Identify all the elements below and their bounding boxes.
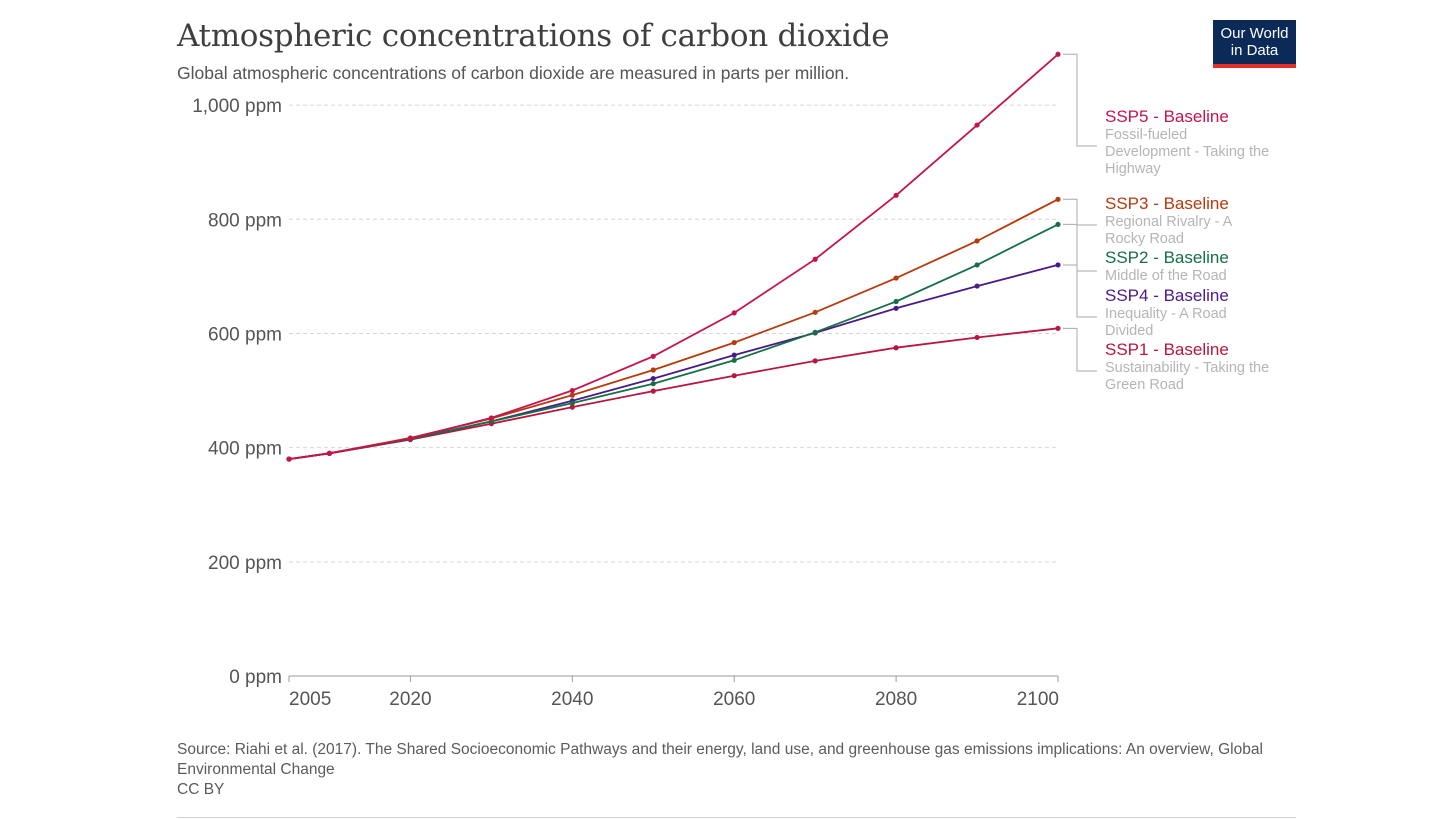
grid-lines <box>289 104 1058 563</box>
data-point-ssp2 <box>974 262 980 268</box>
legend-label-ssp2: SSP2 - Baseline <box>1105 248 1229 267</box>
data-point-ssp5 <box>812 256 818 262</box>
y-tick-label: 200 ppm <box>208 553 282 574</box>
x-tick-label: 2080 <box>875 689 917 710</box>
chart-title: Atmospheric concentrations of carbon dio… <box>177 18 890 54</box>
legend-description-ssp3: Regional Rivalry - A Rocky Road <box>1105 214 1233 247</box>
data-point-ssp5 <box>569 387 575 394</box>
data-point-ssp1 <box>893 345 899 351</box>
data-point-ssp5 <box>1055 51 1061 57</box>
data-point-ssp5 <box>974 122 980 128</box>
data-point-ssp5 <box>731 310 737 316</box>
y-tick-label: 400 ppm <box>208 439 282 460</box>
data-point-ssp2 <box>1055 221 1061 228</box>
x-axis: 2005 2020 2040 2060 2080 2100 <box>288 675 1059 710</box>
data-point-ssp2 <box>731 357 737 363</box>
data-point-ssp3 <box>1055 196 1061 202</box>
legend-connector-ssp5 <box>1063 53 1097 147</box>
y-tick-label: 600 ppm <box>208 324 282 345</box>
footer: Source: Riahi et al. (2017). The Shared … <box>177 740 1287 800</box>
legend-label-ssp3: SSP3 - Baseline <box>1105 194 1229 213</box>
legend-connector-ssp2 <box>1063 223 1097 272</box>
data-point-ssp1 <box>650 388 656 394</box>
legend-description-ssp5: Fossil-fueled Development - Taking the Hig… <box>1105 127 1269 177</box>
y-tick-label: 1,000 ppm <box>192 96 282 117</box>
legend-connector-ssp3 <box>1063 198 1097 226</box>
data-point-ssp4 <box>731 352 737 358</box>
data-point-ssp1 <box>812 358 818 364</box>
x-tick-label: 2100 <box>1017 689 1059 710</box>
data-point-ssp5 <box>326 450 333 456</box>
data-point-ssp3 <box>731 339 737 346</box>
y-axis-tick-labels: 0 ppm 200 ppm 400 ppm 600 ppm 800 ppm 1,000 p… <box>192 96 282 688</box>
owid-logo[interactable]: Our World in Data <box>1213 20 1296 68</box>
data-point-ssp3 <box>974 238 980 244</box>
legend-description-ssp1: Sustainability - Taking the Green Road <box>1105 360 1269 393</box>
logo-line-2: in Data <box>1230 42 1279 59</box>
data-point-ssp1 <box>569 404 575 410</box>
series-line-ssp4 <box>288 264 1059 460</box>
x-tick-label: 2005 <box>289 689 331 710</box>
footer-divider <box>177 817 1296 818</box>
legend-label-ssp4: SSP4 - Baseline <box>1105 286 1229 305</box>
logo-line-1: Our World <box>1220 25 1289 42</box>
data-point-ssp2 <box>569 400 575 406</box>
data-point-ssp5 <box>893 192 899 198</box>
data-point-ssp3 <box>893 275 899 281</box>
x-tick-label: 2040 <box>551 689 593 710</box>
data-point-ssp5 <box>650 353 656 359</box>
data-point-ssp1 <box>974 334 980 341</box>
license-note: CC BY <box>177 781 225 798</box>
legend-label-ssp5: SSP5 - Baseline <box>1105 107 1229 126</box>
data-point-ssp5 <box>407 435 414 442</box>
legend-connector-ssp4 <box>1063 264 1097 318</box>
chart-subtitle: Global atmospheric concentrations of car… <box>177 63 850 83</box>
data-point-ssp1 <box>731 373 737 379</box>
legend-description-ssp4: Inequality - A Road Divided <box>1105 306 1227 339</box>
data-point-ssp4 <box>974 283 980 289</box>
legend-description-ssp2: Middle of the Road <box>1105 268 1227 284</box>
x-tick-label: 2020 <box>389 689 431 710</box>
legend-connector-ssp1 <box>1063 327 1097 372</box>
data-point-ssp1 <box>1055 325 1061 331</box>
data-point-ssp5 <box>286 456 292 462</box>
data-point-ssp4 <box>893 305 899 311</box>
data-point-ssp4 <box>1055 262 1061 268</box>
y-tick-label: 800 ppm <box>208 210 282 231</box>
data-point-ssp3 <box>812 309 818 315</box>
data-point-ssp4 <box>650 375 656 382</box>
x-tick-label: 2060 <box>713 689 755 710</box>
data-point-ssp2 <box>893 298 899 305</box>
legend-label-ssp1: SSP1 - Baseline <box>1105 340 1229 359</box>
data-point-ssp3 <box>569 392 575 398</box>
series-lines <box>286 51 1061 462</box>
series-line-ssp3 <box>288 198 1059 460</box>
data-point-ssp5 <box>488 415 494 421</box>
y-tick-label: 0 ppm <box>229 667 282 688</box>
data-point-ssp2 <box>812 329 818 335</box>
data-point-ssp3 <box>650 367 656 373</box>
source-note: Source: Riahi et al. (2017). The Shared … <box>177 741 1263 778</box>
data-point-ssp2 <box>650 381 656 387</box>
